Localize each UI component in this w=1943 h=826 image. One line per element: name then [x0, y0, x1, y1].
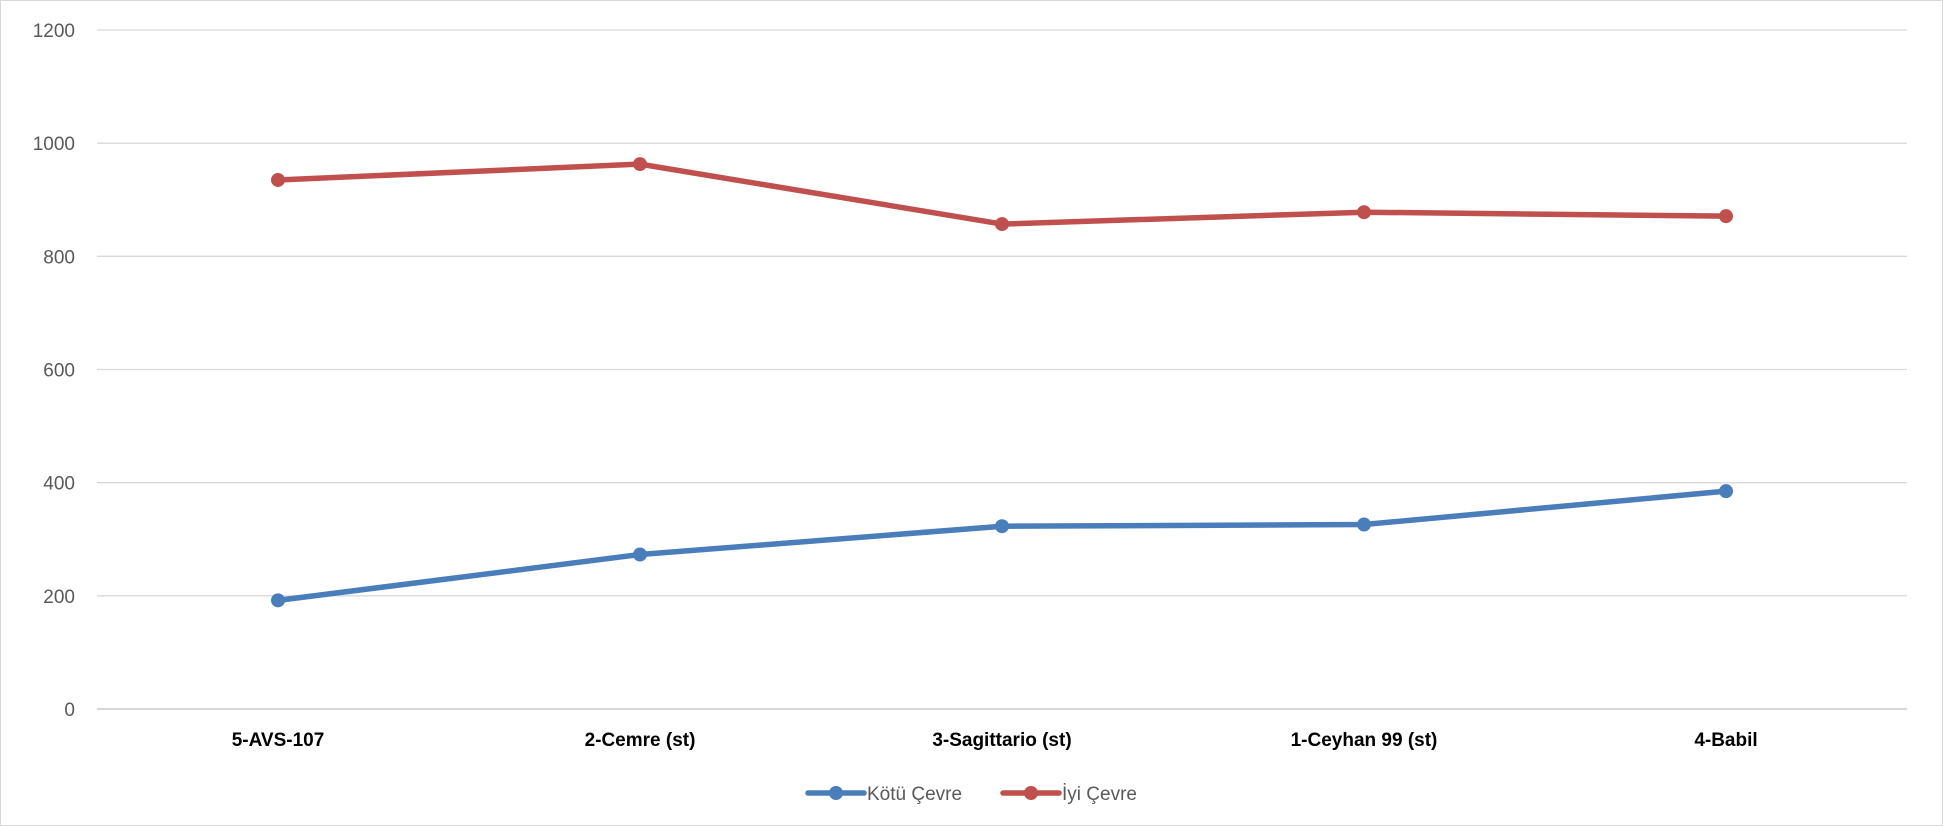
series-2	[271, 157, 1733, 232]
legend: Kötü Çevre İyi Çevre	[805, 784, 1137, 805]
x-category-label: 3-Sagittario (st)	[932, 730, 1071, 751]
x-category-label: 1-Ceyhan 99 (st)	[1291, 730, 1438, 751]
y-tick-label: 800	[43, 247, 75, 268]
y-tick-label: 600	[43, 361, 75, 382]
series-line	[275, 488, 1729, 604]
data-point	[633, 157, 647, 172]
y-tick-label: 400	[43, 474, 75, 495]
data-point	[1357, 205, 1371, 220]
legend-label: İyi Çevre	[1062, 784, 1137, 805]
data-point	[995, 217, 1009, 232]
x-category-label: 5-AVS-107	[232, 730, 325, 751]
x-category-label: 4-Babil	[1694, 730, 1757, 751]
series-lines	[271, 157, 1733, 608]
data-point	[1719, 484, 1733, 499]
x-category-label: 2-Cemre (st)	[585, 730, 696, 751]
data-point	[995, 519, 1009, 534]
y-tick-label: 0	[64, 700, 75, 721]
legend-item: Kötü Çevre	[805, 784, 962, 805]
y-tick-label: 200	[43, 587, 75, 608]
series-1	[271, 484, 1733, 608]
data-point	[1357, 517, 1371, 532]
data-point	[271, 593, 285, 608]
y-tick-label: 1000	[33, 134, 75, 155]
data-point	[1719, 209, 1733, 224]
legend-swatch-marker	[829, 786, 843, 800]
series-line	[275, 161, 1729, 227]
data-point	[633, 547, 647, 562]
gridlines	[97, 29, 1907, 710]
y-axis-ticks: 0 200 400 600 800 1000 1200	[33, 21, 75, 721]
legend-item: İyi Çevre	[1000, 784, 1137, 805]
x-axis-categories: 5-AVS-107 2-Cemre (st) 3-Sagittario (st) 1-…	[232, 730, 1758, 751]
y-tick-label: 1200	[33, 21, 75, 42]
data-point	[271, 172, 285, 187]
legend-label: Kötü Çevre	[867, 784, 962, 805]
legend-swatch-marker	[1024, 786, 1038, 800]
